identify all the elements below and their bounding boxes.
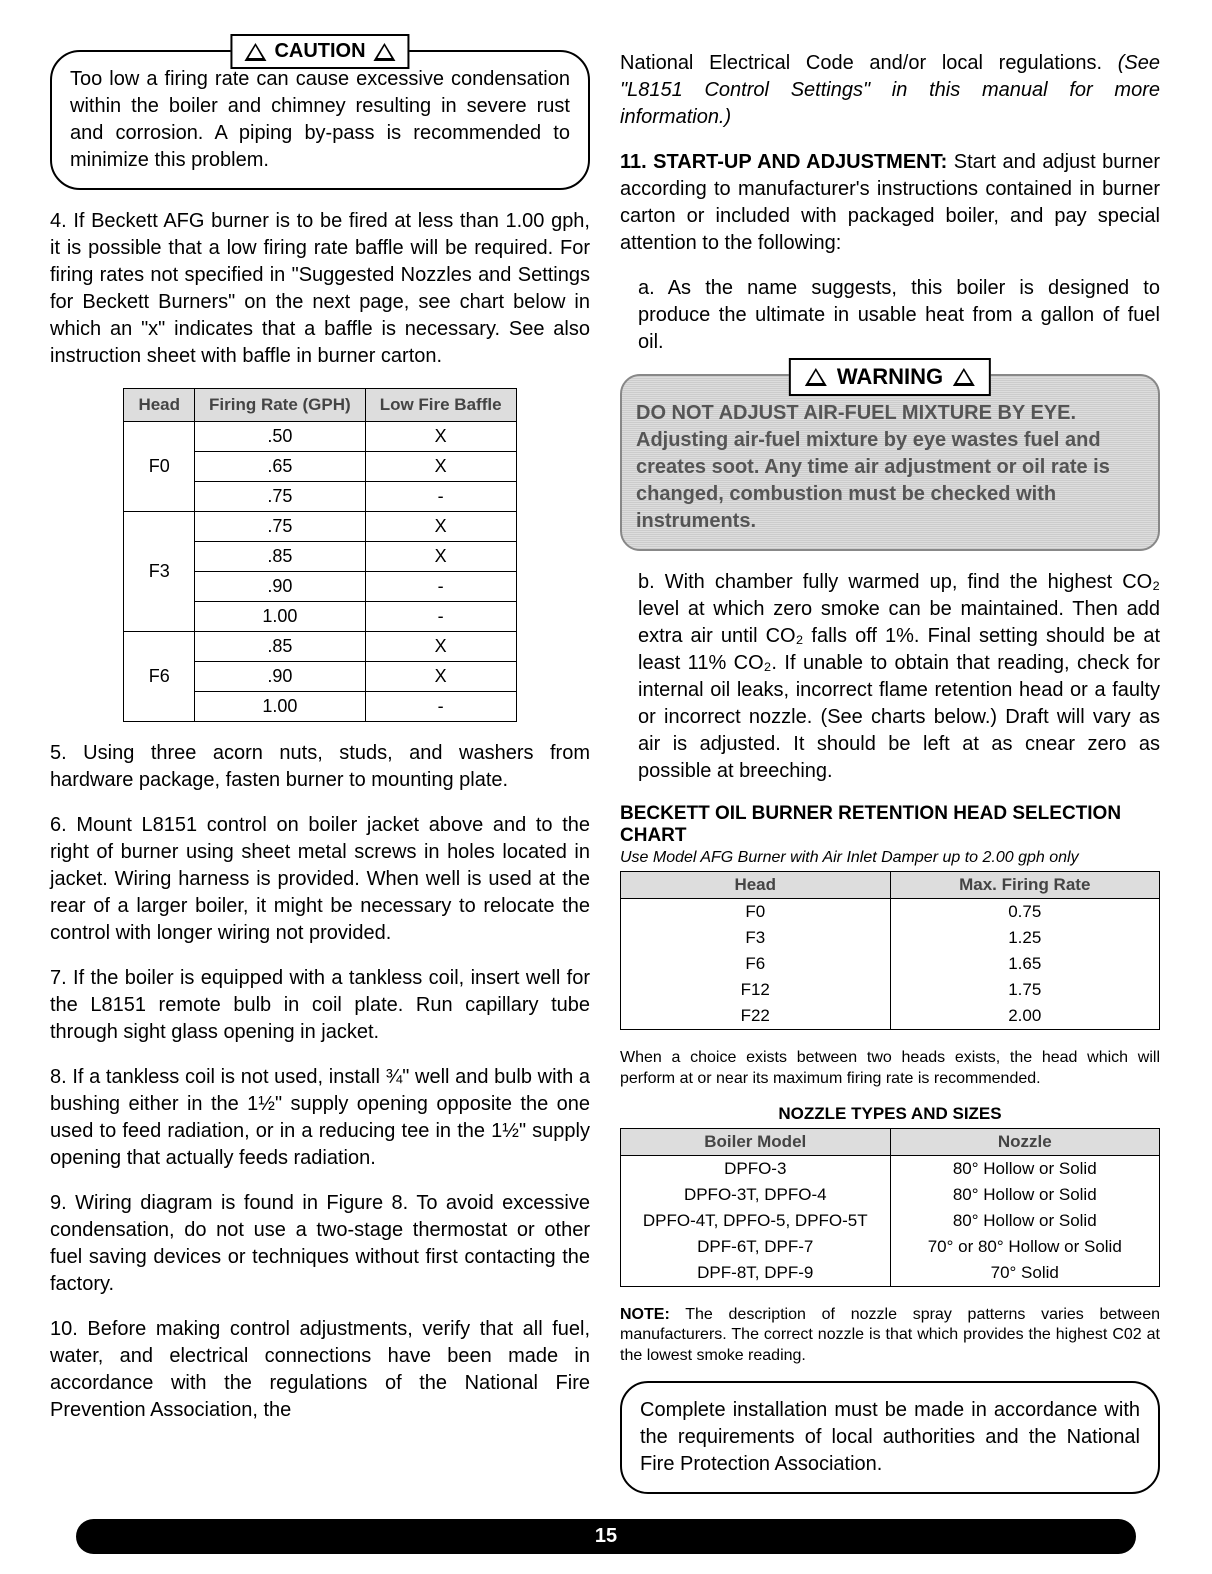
- nozzle-title: NOZZLE TYPES AND SIZES: [620, 1104, 1160, 1124]
- retention-table: HeadMax. Firing Rate F00.75 F31.25 F61.6…: [620, 871, 1160, 1030]
- cell: .65: [195, 452, 366, 482]
- cell: X: [365, 422, 516, 452]
- cell: DPFO-4T, DPFO-5, DPFO-5T: [621, 1208, 891, 1234]
- nozzle-table: Boiler ModelNozzle DPFO-380° Hollow or S…: [620, 1128, 1160, 1287]
- warning-triangle-icon: [953, 368, 975, 386]
- warning-text: WARNING: [837, 364, 943, 390]
- cell: .85: [195, 632, 366, 662]
- cell: X: [365, 662, 516, 692]
- th-rate: Firing Rate (GPH): [195, 389, 366, 422]
- cell: .75: [195, 482, 366, 512]
- th-baffle: Low Fire Baffle: [365, 389, 516, 422]
- warning-line2: Adjusting air-fuel mixture by eye wastes…: [636, 427, 1144, 535]
- cell: 0.75: [890, 899, 1160, 926]
- cell: -: [365, 602, 516, 632]
- cell: X: [365, 542, 516, 572]
- cell: X: [365, 452, 516, 482]
- warning-triangle-icon: [374, 43, 396, 61]
- th-head: Head: [124, 389, 195, 422]
- cell: F0: [124, 422, 195, 512]
- right-column: National Electrical Code and/or local re…: [620, 50, 1160, 1494]
- paragraph-8: 8. If a tankless coil is not used, insta…: [50, 1064, 590, 1172]
- cell: -: [365, 572, 516, 602]
- paragraph-5: 5. Using three acorn nuts, studs, and wa…: [50, 740, 590, 794]
- cell: DPFO-3: [621, 1155, 891, 1182]
- nozzle-note: NOTE: The description of nozzle spray pa…: [620, 1305, 1160, 1367]
- warning-box: WARNING DO NOT ADJUST AIR-FUEL MIXTURE B…: [620, 374, 1160, 551]
- cell: X: [365, 512, 516, 542]
- cell: .50: [195, 422, 366, 452]
- cell: 80° Hollow or Solid: [890, 1182, 1160, 1208]
- retention-note: When a choice exists between two heads e…: [620, 1048, 1160, 1090]
- warning-label: WARNING: [789, 358, 991, 396]
- cell: F22: [621, 1003, 891, 1030]
- cell: 1.25: [890, 925, 1160, 951]
- cell: .90: [195, 572, 366, 602]
- cell: 1.65: [890, 951, 1160, 977]
- cell: .85: [195, 542, 366, 572]
- paragraph-10: 10. Before making control adjustments, v…: [50, 1316, 590, 1424]
- cell: 70° or 80° Hollow or Solid: [890, 1234, 1160, 1260]
- cell: 1.00: [195, 602, 366, 632]
- accordance-box: Complete installation must be made in ac…: [620, 1381, 1160, 1494]
- paragraph-4: 4. If Beckett AFG burner is to be fired …: [50, 208, 590, 370]
- caution-text: CAUTION: [274, 40, 365, 63]
- page-number: 15: [76, 1519, 1136, 1554]
- cell: DPF-6T, DPF-7: [621, 1234, 891, 1260]
- paragraph-9: 9. Wiring diagram is found in Figure 8. …: [50, 1190, 590, 1298]
- th: Head: [621, 872, 891, 899]
- cell: .75: [195, 512, 366, 542]
- th: Nozzle: [890, 1128, 1160, 1155]
- cell: F6: [621, 951, 891, 977]
- retention-sub: Use Model AFG Burner with Air Inlet Damp…: [620, 849, 1160, 867]
- cell: 2.00: [890, 1003, 1160, 1030]
- warning-line1: DO NOT ADJUST AIR-FUEL MIXTURE BY EYE.: [636, 400, 1144, 427]
- cell: X: [365, 632, 516, 662]
- cell: F0: [621, 899, 891, 926]
- paragraph-7: 7. If the boiler is equipped with a tank…: [50, 965, 590, 1046]
- caution-body: Too low a firing rate can cause excessiv…: [70, 66, 570, 174]
- paragraph-10b: National Electrical Code and/or local re…: [620, 50, 1160, 131]
- left-column: CAUTION Too low a firing rate can cause …: [50, 50, 590, 1494]
- section-11-title: 11. START-UP AND ADJUSTMENT:: [620, 151, 947, 173]
- cell: F6: [124, 632, 195, 722]
- cell: 70° Solid: [890, 1260, 1160, 1287]
- cell: 80° Hollow or Solid: [890, 1155, 1160, 1182]
- cell: DPFO-3T, DPFO-4: [621, 1182, 891, 1208]
- paragraph-11a: a. As the name suggests, this boiler is …: [638, 275, 1160, 356]
- cell: 1.75: [890, 977, 1160, 1003]
- cell: DPF-8T, DPF-9: [621, 1260, 891, 1287]
- th: Max. Firing Rate: [890, 872, 1160, 899]
- caution-box: CAUTION Too low a firing rate can cause …: [50, 50, 590, 190]
- cell: 80° Hollow or Solid: [890, 1208, 1160, 1234]
- cell: -: [365, 692, 516, 722]
- paragraph-6: 6. Mount L8151 control on boiler jacket …: [50, 812, 590, 947]
- cell: F3: [621, 925, 891, 951]
- cell: F12: [621, 977, 891, 1003]
- cell: F3: [124, 512, 195, 632]
- retention-title: BECKETT OIL BURNER RETENTION HEAD SELECT…: [620, 803, 1160, 847]
- warning-triangle-icon: [244, 43, 266, 61]
- warning-triangle-icon: [805, 368, 827, 386]
- cell: .90: [195, 662, 366, 692]
- paragraph-11b: b. With chamber fully warmed up, find th…: [638, 569, 1160, 785]
- cell: -: [365, 482, 516, 512]
- th: Boiler Model: [621, 1128, 891, 1155]
- baffle-table: Head Firing Rate (GPH) Low Fire Baffle F…: [123, 388, 516, 722]
- caution-label: CAUTION: [230, 34, 409, 69]
- paragraph-11: 11. START-UP AND ADJUSTMENT: Start and a…: [620, 149, 1160, 257]
- cell: 1.00: [195, 692, 366, 722]
